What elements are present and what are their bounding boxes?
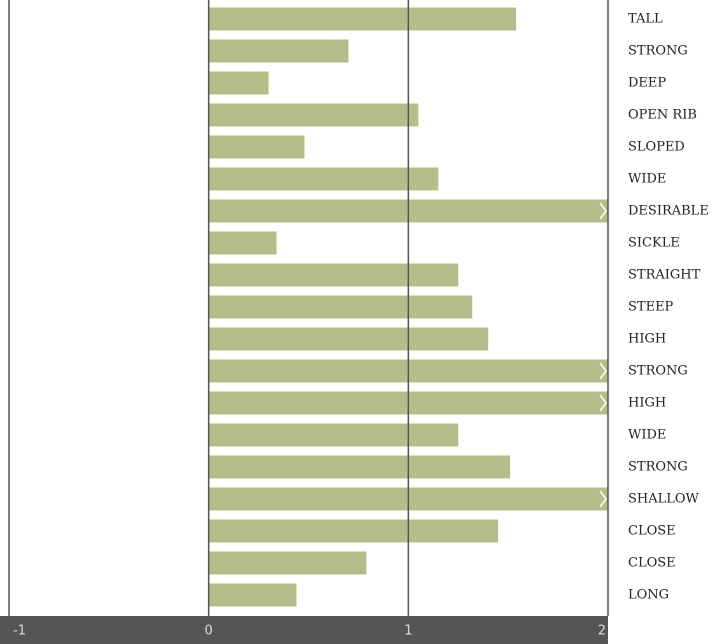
x-tick-label: -1 [13,624,26,639]
bar [208,455,511,479]
category-label: DEEP [628,76,666,91]
category-label: SHALLOW [628,492,700,507]
bar [208,583,297,607]
bar [208,103,419,127]
bar [208,327,489,351]
category-label: OPEN RIB [628,108,697,123]
category-label: HIGH [628,332,666,347]
category-label: LONG [628,588,669,603]
x-tick-label: 1 [404,624,412,639]
category-label: STRONG [628,364,688,379]
category-label: STRAIGHT [628,268,701,283]
bar [208,295,473,319]
category-label: STRONG [628,460,688,475]
category-label: TALL [628,12,663,27]
category-label: SICKLE [628,236,680,251]
bar [208,135,305,159]
bar [208,199,608,223]
bar [208,231,277,255]
x-tick-label: 2 [598,624,606,639]
category-label: WIDE [628,428,666,443]
x-tick-label: 0 [205,624,213,639]
overflow-chevron [599,202,607,220]
category-label: WIDE [628,172,666,187]
category-label: DESIRABLE [628,204,709,219]
bar [208,263,459,287]
category-label: CLOSE [628,524,676,539]
category-label: CLOSE [628,556,676,571]
bar [208,39,349,63]
category-label: SLOPED [628,140,685,155]
bar [208,423,459,447]
bar [208,71,269,95]
bar [208,7,517,31]
bar [208,551,367,575]
bar [208,519,499,543]
overflow-chevron [599,362,607,380]
bar [208,487,608,511]
overlay: TALL STRONG DEEP OPEN RIB SLOPED WIDE DESIRABL… [8,0,709,639]
bars [208,7,608,607]
category-label: STRONG [628,44,688,59]
bar [208,167,439,191]
overflow-chevron [599,490,607,508]
category-label: STEEP [628,300,674,315]
x-axis-band [0,616,608,644]
overflow-chevron [599,394,607,412]
category-label: HIGH [628,396,666,411]
bar [208,391,608,415]
bar [208,359,608,383]
